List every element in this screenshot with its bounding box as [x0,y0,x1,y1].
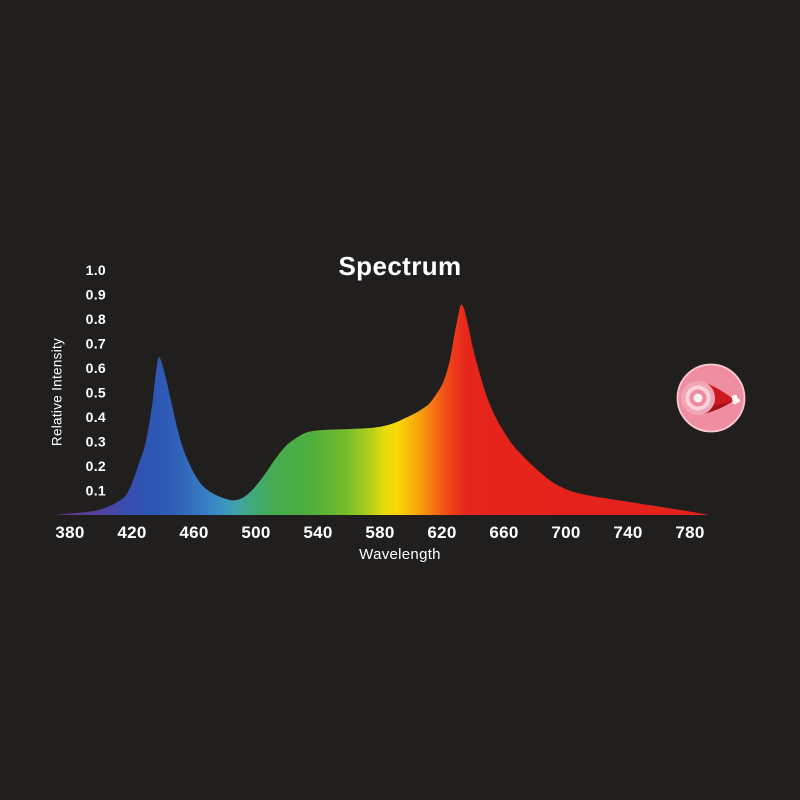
y-tick-label: 0.5 [86,385,106,401]
y-tick-label: 0.1 [86,483,106,499]
x-tick-label: 660 [489,523,518,542]
chart-title: Spectrum [338,251,462,281]
y-axis-ticks: 0.1 0.2 0.3 0.4 0.5 0.6 0.7 0.8 0.9 1.0 [86,262,106,499]
y-tick-label: 0.8 [86,311,106,327]
y-tick-label: 0.3 [86,434,106,450]
meat-face-center [693,393,703,403]
spectrum-area-curve [54,304,709,515]
x-tick-label: 740 [613,523,642,542]
x-tick-label: 540 [303,523,332,542]
meat-icon-ring [676,363,746,433]
y-tick-label: 0.9 [86,287,106,303]
y-axis-title: Relative Intensity [49,337,65,447]
x-axis-ticks: 380 420 460 500 540 580 620 660 700 740 780 [55,523,704,542]
bone-icon [731,394,741,405]
y-tick-label: 0.4 [86,409,106,425]
y-tick-label: 0.2 [86,458,106,474]
x-axis-title: Wavelength [359,546,441,563]
meat-icon [676,363,746,433]
y-tick-label: 0.7 [86,336,106,352]
x-tick-label: 700 [551,523,580,542]
x-tick-label: 780 [675,523,704,542]
y-tick-label: 0.6 [86,360,106,376]
x-tick-label: 580 [365,523,394,542]
x-tick-label: 380 [55,523,84,542]
x-tick-label: 460 [179,523,208,542]
x-tick-label: 500 [241,523,270,542]
x-tick-label: 420 [117,523,146,542]
y-tick-label: 1.0 [86,262,106,278]
x-tick-label: 620 [427,523,456,542]
